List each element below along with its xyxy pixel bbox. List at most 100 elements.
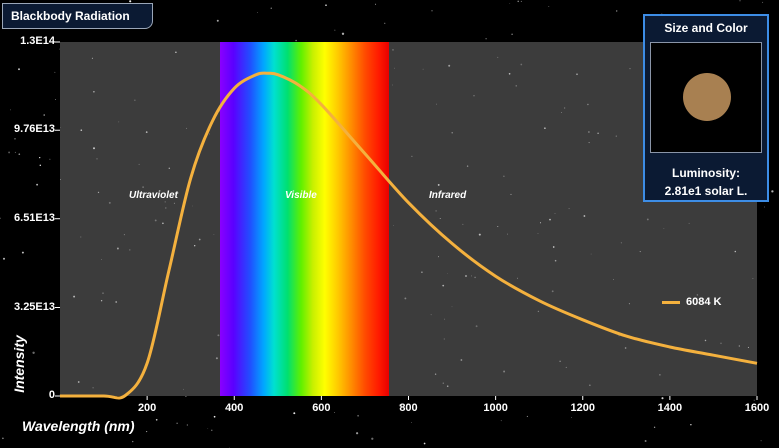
plot-star-dot — [421, 271, 423, 274]
x-tick-label: 400 — [225, 402, 244, 414]
star-dot — [18, 153, 21, 156]
star-dot — [237, 405, 239, 408]
plot-star-dot — [589, 384, 591, 386]
star-dot — [39, 164, 42, 167]
plot-star-dot — [587, 103, 589, 106]
plot-star-dot — [60, 178, 61, 180]
plot-star-dot — [663, 227, 665, 229]
star-dot — [341, 32, 345, 35]
plot-star-dot — [688, 222, 690, 224]
star-dot — [334, 29, 336, 31]
x-tick-label: 600 — [312, 402, 331, 414]
plot-star-dot — [145, 131, 148, 133]
star-dot — [762, 1, 764, 3]
plot-star-dot — [639, 251, 641, 253]
plot-star-dot — [563, 107, 566, 109]
star-dot — [661, 397, 664, 400]
plot-star-dot — [646, 218, 649, 221]
plot-star-dot — [720, 342, 722, 345]
plot-star-dot — [554, 259, 557, 262]
plot-star-dot — [613, 279, 614, 280]
plot-star-dot — [431, 192, 433, 194]
star-dot — [54, 71, 56, 73]
x-tick-label: 1000 — [483, 402, 508, 414]
plot-star-dot — [444, 318, 446, 320]
y-tick-label: 9.76E13 — [14, 123, 55, 136]
plot-star-dot — [497, 56, 499, 58]
y-tick-label: 6.51E13 — [14, 211, 55, 224]
y-tick-label: 0 — [48, 389, 55, 401]
plot-star-dot — [537, 310, 540, 313]
star-dot — [186, 424, 188, 426]
plot-star-dot — [465, 275, 467, 277]
star-dot — [39, 156, 41, 159]
star-dot — [500, 420, 502, 422]
plot-star-dot — [173, 202, 175, 204]
plot-star-dot — [704, 339, 707, 342]
plot-star-dot — [497, 226, 499, 228]
plot-star-dot — [473, 95, 475, 97]
plot-star-dot — [97, 191, 100, 194]
plot-star-dot — [561, 112, 563, 114]
plot-star-dot — [439, 218, 441, 219]
star-dot — [356, 432, 359, 435]
plot-star-dot — [73, 295, 76, 298]
region-label-visible: Visible — [285, 190, 317, 201]
plot-star-dot — [392, 84, 393, 86]
star-dot — [398, 404, 402, 407]
star-dot — [36, 183, 39, 186]
plot-star-dot — [93, 91, 95, 93]
plot-star-dot — [96, 158, 98, 160]
star-dot — [375, 3, 377, 5]
y-tick-label: 3.25E13 — [14, 300, 55, 313]
plot-star-dot — [108, 201, 111, 204]
plot-star-dot — [422, 68, 424, 70]
x-tick-label: 1200 — [570, 402, 595, 414]
plot-star-dot — [91, 57, 93, 59]
legend-label: 6084 K — [686, 296, 722, 308]
star-dot — [155, 418, 158, 421]
plot-star-dot — [194, 245, 196, 247]
star-dot — [760, 440, 762, 442]
star-dot — [21, 251, 24, 254]
star-dot — [526, 415, 528, 417]
star-dot — [14, 151, 16, 153]
plot-star-dot — [597, 132, 599, 135]
star-dot — [211, 429, 213, 431]
plot-star-dot — [696, 294, 699, 296]
plot-star-dot — [102, 292, 104, 294]
plot-star-dot — [442, 284, 445, 287]
star-dot — [213, 415, 216, 418]
star-dot — [54, 98, 56, 100]
plot-star-dot — [517, 277, 518, 279]
star-dot — [371, 437, 374, 440]
plot-star-dot — [134, 99, 136, 101]
plot-star-dot — [123, 234, 125, 236]
plot-star-dot — [101, 259, 102, 260]
star-dot — [14, 137, 16, 140]
plot-star-dot — [442, 382, 444, 384]
plot-star-dot — [618, 335, 620, 337]
plot-star-dot — [215, 357, 218, 360]
plot-star-dot — [462, 223, 464, 225]
star-dot — [739, 0, 741, 2]
plot-star-dot — [165, 207, 167, 209]
plot-star-dot — [747, 346, 749, 348]
plot-star-dot — [624, 347, 627, 349]
plot-star-dot — [443, 338, 445, 340]
star-dot — [334, 412, 336, 413]
star-dot — [511, 33, 513, 36]
star-dot — [3, 257, 5, 260]
panel-title: Size and Color — [664, 21, 748, 35]
star-dot — [517, 0, 519, 3]
plot-star-dot — [77, 381, 80, 383]
plot-star-dot — [565, 366, 567, 368]
legend: 6084 K — [662, 296, 721, 308]
plot-star-dot — [162, 222, 164, 225]
plot-star-dot — [549, 218, 551, 221]
luminosity-label: Luminosity: — [672, 166, 740, 180]
star-dot — [644, 440, 647, 442]
star-dot — [295, 39, 297, 42]
star-disc — [683, 73, 731, 121]
region-label-infrared: Infrared — [429, 190, 467, 201]
